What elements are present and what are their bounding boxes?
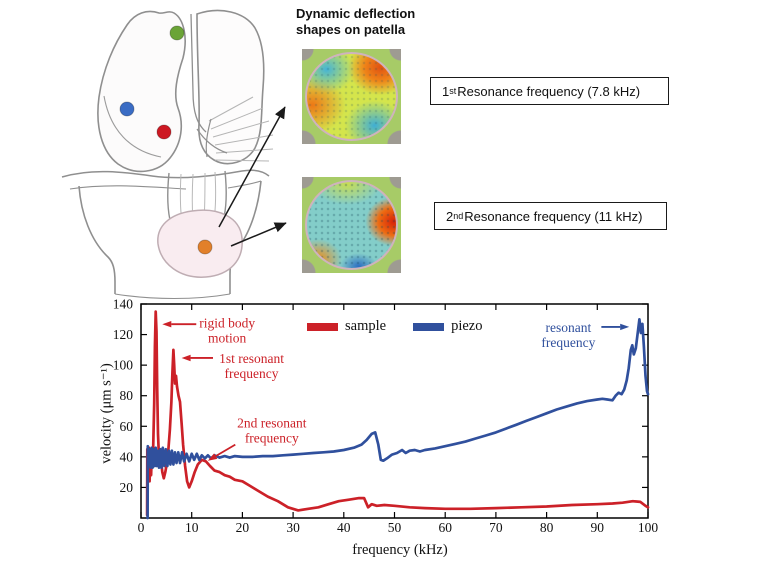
annotation-text: rigid body xyxy=(199,316,255,331)
annotation-arrow-head xyxy=(162,321,172,328)
legend-label-piezo: piezo xyxy=(451,318,483,334)
y-tick-label: 100 xyxy=(113,358,134,373)
annotation-text: frequency xyxy=(245,431,299,446)
x-tick-label: 50 xyxy=(388,520,402,535)
annotation-text: frequency xyxy=(225,366,279,381)
x-tick-label: 100 xyxy=(638,520,659,535)
y-axis-label: velocity (μm s⁻¹) xyxy=(98,363,115,464)
femur-top-marker xyxy=(169,25,185,41)
piezo-color-swatch xyxy=(413,322,445,331)
x-tick-label: 0 xyxy=(138,520,145,535)
annotation-text: motion xyxy=(208,331,247,346)
x-tick-label: 20 xyxy=(236,520,250,535)
x-axis-label: frequency (kHz) xyxy=(352,542,448,558)
intercondylar-line xyxy=(190,13,207,133)
x-tick-label: 30 xyxy=(286,520,300,535)
mode-shape-1-image xyxy=(302,49,401,144)
legend-label-sample: sample xyxy=(345,318,387,334)
resonance-box-1-text: Resonance frequency (7.8 kHz) xyxy=(457,83,641,99)
femur-lateral-condyle xyxy=(196,9,265,165)
mode-shape-2-image xyxy=(302,177,401,273)
y-tick-label: 120 xyxy=(113,327,134,342)
annotation-text: 1st resonant xyxy=(219,351,284,366)
legend-item-piezo: piezo xyxy=(413,318,482,335)
arrow-to-mode-shape-2 xyxy=(230,222,287,247)
annotation-text: resonant xyxy=(546,320,592,335)
figure-title-line2: shapes on patella xyxy=(296,22,406,37)
x-tick-label: 40 xyxy=(337,520,351,535)
knee-joint-diagram xyxy=(61,9,287,300)
piezo-curve xyxy=(146,317,650,520)
cruciate-ligament-lines xyxy=(196,118,228,158)
legend-item-sample: sample xyxy=(307,318,386,335)
condyle-inner-arc xyxy=(103,95,162,158)
chart-legend: sample piezo xyxy=(307,318,482,335)
figure-title-line1: Dynamic deflection xyxy=(296,6,416,21)
sample-curve xyxy=(145,310,650,517)
x-tick-label: 70 xyxy=(489,520,503,535)
y-tick-label: 20 xyxy=(120,480,134,495)
resonance-box-2-text: Resonance frequency (11 kHz) xyxy=(464,208,643,224)
x-tick-label: 60 xyxy=(438,520,452,535)
annotation-arrow-head xyxy=(620,323,630,331)
medial-condyle-marker xyxy=(119,101,135,117)
figure-title: Dynamic deflection shapes on patella xyxy=(296,6,456,38)
x-tick-label: 10 xyxy=(185,520,199,535)
y-tick-label: 40 xyxy=(120,449,134,464)
annotation-arrow-line xyxy=(215,443,236,457)
mode-shape-1-deflection-map xyxy=(305,52,398,141)
tibial-plateau-lines xyxy=(61,169,270,190)
resonance-box-1-number: 1 xyxy=(442,83,450,99)
annotation-arrow-head xyxy=(207,453,218,461)
y-tick-label: 60 xyxy=(120,419,134,434)
patella-marker xyxy=(197,239,213,255)
sample-color-swatch xyxy=(307,322,338,331)
annotation-text: frequency xyxy=(541,335,595,350)
joint-center-marker xyxy=(156,124,172,140)
annotation-arrow-head xyxy=(181,354,191,362)
x-tick-label: 90 xyxy=(591,520,605,535)
annotation-text: 2nd resonant xyxy=(237,416,307,431)
ligament-fan-lines xyxy=(208,96,274,162)
y-tick-label: 80 xyxy=(120,388,134,403)
y-tick-label: 140 xyxy=(113,297,134,312)
resonance-box-2-number: 2 xyxy=(446,208,454,224)
arrow-to-mode-shape-1 xyxy=(218,106,286,228)
x-tick-label: 80 xyxy=(540,520,554,535)
mode-shape-2-deflection-map xyxy=(305,180,398,270)
